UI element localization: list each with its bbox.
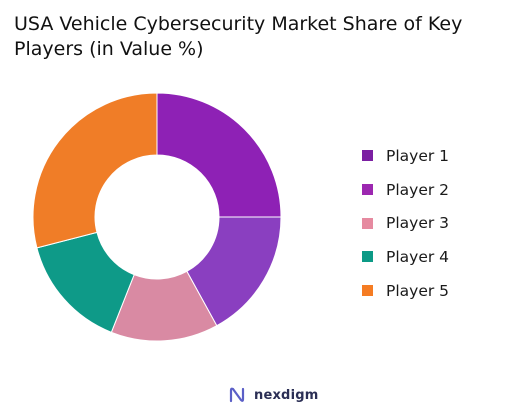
legend-item: Player 4 xyxy=(362,240,449,274)
legend-item: Player 3 xyxy=(362,206,449,240)
legend-item: Player 1 xyxy=(362,139,449,173)
legend-label: Player 3 xyxy=(386,214,450,233)
brand-name: nexdigm xyxy=(254,387,319,403)
nexdigm-logo-icon xyxy=(229,387,245,403)
chart-legend: Player 1 Player 2 Player 3 Player 4 Play… xyxy=(362,139,449,307)
legend-swatch xyxy=(362,251,373,263)
legend-item: Player 5 xyxy=(362,274,449,308)
legend-swatch xyxy=(362,285,373,297)
brand-logo: nexdigm xyxy=(228,386,318,404)
chart-title: USA Vehicle Cybersecurity Market Share o… xyxy=(14,13,463,60)
legend-swatch xyxy=(362,150,373,162)
legend-swatch xyxy=(362,217,373,229)
legend-label: Player 2 xyxy=(386,180,450,199)
legend-label: Player 5 xyxy=(386,281,450,300)
legend-item: Player 2 xyxy=(362,173,449,207)
legend-swatch xyxy=(362,184,373,196)
donut-slices xyxy=(32,92,282,342)
legend-label: Player 4 xyxy=(386,247,450,266)
donut-slice-1 xyxy=(156,92,282,218)
donut-slice-5 xyxy=(32,92,158,249)
legend-label: Player 1 xyxy=(386,146,450,165)
